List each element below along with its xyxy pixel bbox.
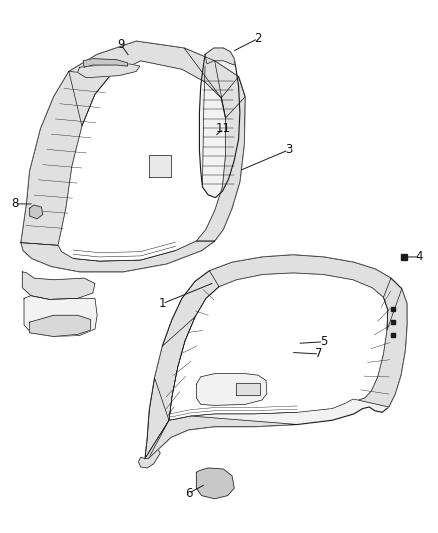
Polygon shape bbox=[22, 272, 95, 300]
Polygon shape bbox=[21, 241, 215, 272]
Text: 4: 4 bbox=[416, 251, 423, 263]
Polygon shape bbox=[78, 64, 140, 78]
Polygon shape bbox=[149, 155, 171, 177]
Polygon shape bbox=[237, 383, 260, 395]
Polygon shape bbox=[145, 416, 297, 458]
Polygon shape bbox=[145, 378, 169, 458]
Polygon shape bbox=[21, 41, 245, 272]
Polygon shape bbox=[145, 271, 219, 458]
Text: 8: 8 bbox=[11, 197, 18, 211]
Polygon shape bbox=[145, 255, 407, 458]
Text: 7: 7 bbox=[315, 348, 323, 360]
Polygon shape bbox=[30, 205, 43, 219]
Text: 3: 3 bbox=[285, 143, 292, 156]
Polygon shape bbox=[358, 278, 407, 407]
Polygon shape bbox=[30, 316, 91, 336]
Polygon shape bbox=[21, 71, 110, 245]
Polygon shape bbox=[205, 48, 234, 65]
Polygon shape bbox=[69, 41, 245, 126]
Polygon shape bbox=[199, 48, 240, 198]
Text: 9: 9 bbox=[117, 38, 125, 51]
Polygon shape bbox=[196, 77, 245, 241]
Polygon shape bbox=[196, 468, 234, 499]
Polygon shape bbox=[138, 449, 160, 468]
Text: 5: 5 bbox=[320, 335, 327, 348]
Text: 11: 11 bbox=[216, 122, 231, 135]
Polygon shape bbox=[196, 374, 267, 406]
Text: 1: 1 bbox=[159, 297, 166, 310]
Polygon shape bbox=[58, 61, 226, 261]
Polygon shape bbox=[162, 255, 402, 346]
Text: 6: 6 bbox=[185, 487, 192, 500]
Polygon shape bbox=[24, 296, 97, 336]
Polygon shape bbox=[83, 59, 127, 67]
Text: 2: 2 bbox=[254, 32, 262, 45]
Polygon shape bbox=[169, 273, 388, 420]
